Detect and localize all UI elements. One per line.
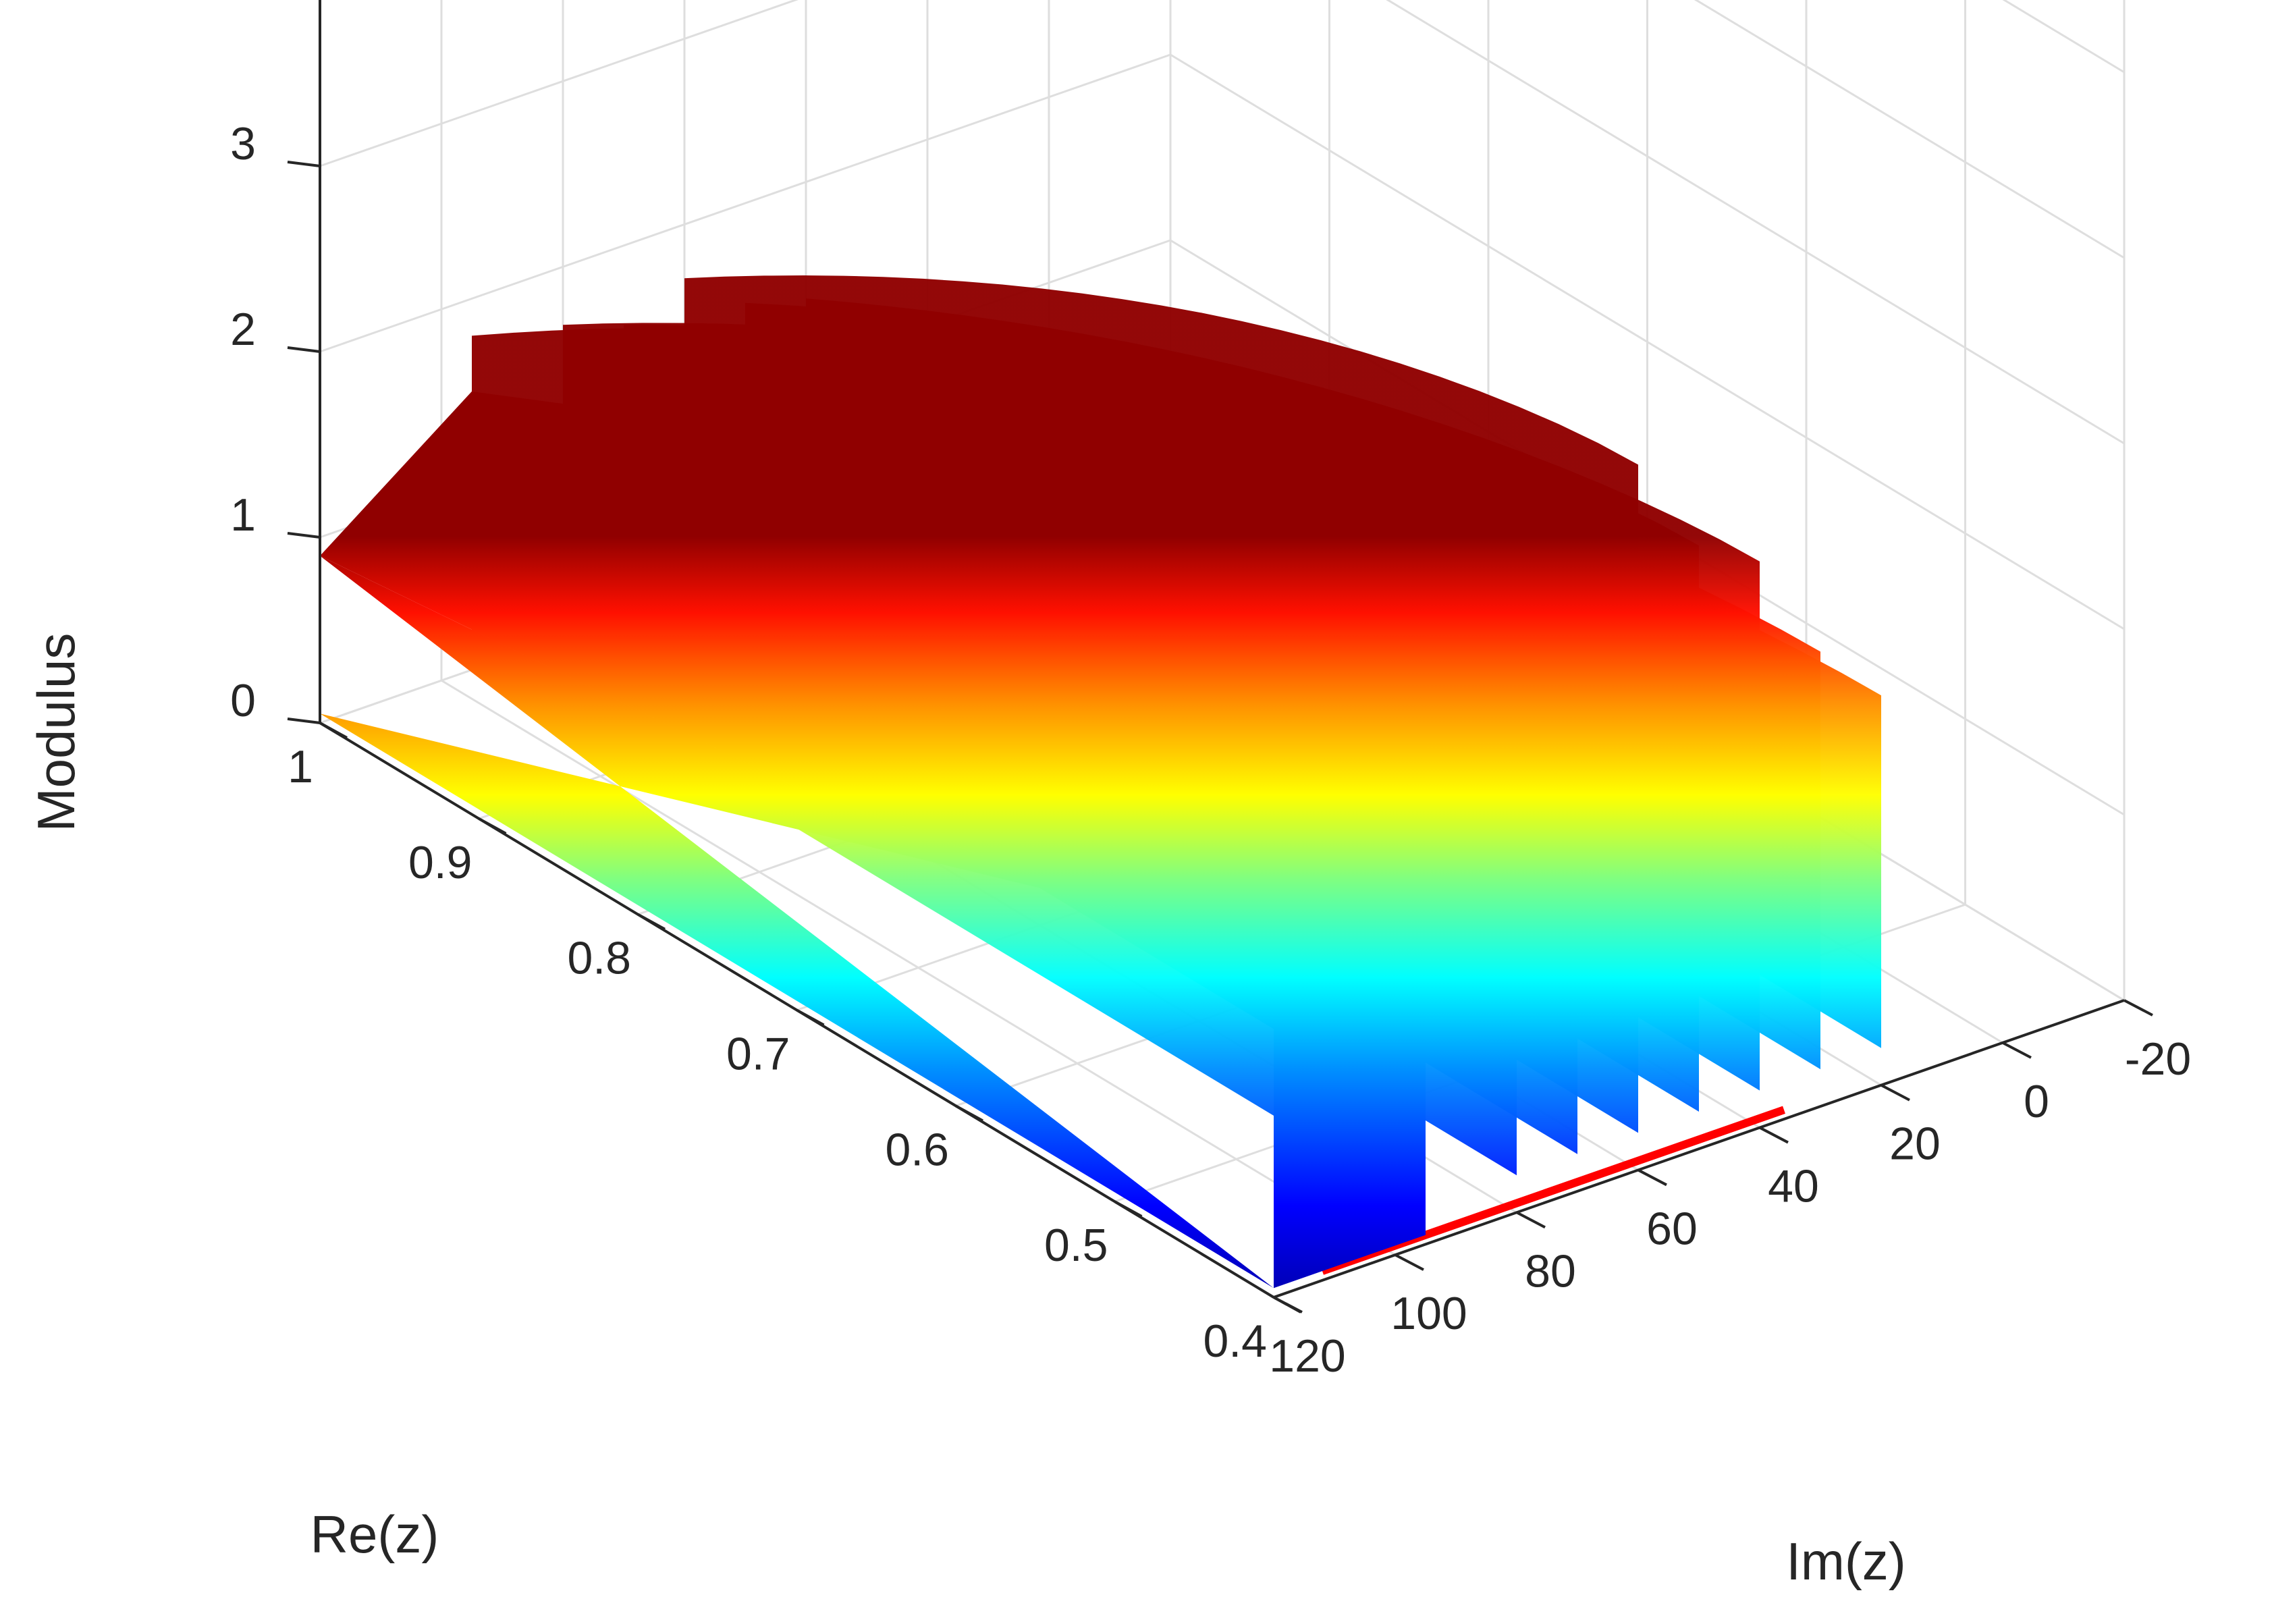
z-tick-label: 1	[230, 489, 256, 541]
z-tick-label: 0	[230, 675, 256, 726]
axes: 012345610.90.80.70.60.50.412010080604020…	[230, 0, 2191, 1382]
y-tick	[1273, 1296, 1303, 1314]
y-tick	[1638, 1168, 1667, 1187]
grid-line	[441, 679, 1396, 1256]
x-tick	[1114, 1200, 1143, 1218]
y-tick-label: 0	[2024, 1076, 2049, 1127]
x-tick-label: 0.5	[1044, 1220, 1108, 1271]
y-tick	[1759, 1126, 1789, 1144]
x-tick	[478, 817, 507, 835]
grid-line	[319, 53, 1171, 353]
z-tick	[287, 532, 321, 539]
x-tick-label: 0.7	[726, 1029, 790, 1080]
x-tick-label: 0.8	[567, 933, 631, 984]
y-tick-label: 20	[1889, 1118, 1941, 1170]
x-tick	[637, 913, 666, 931]
grid-line	[1386, 0, 2125, 445]
y-tick-label: 60	[1646, 1203, 1698, 1254]
y-tick-label: 120	[1269, 1330, 1345, 1382]
y-tick-label: 80	[1525, 1245, 1576, 1297]
surface-front	[320, 556, 1274, 1289]
surface-side	[1274, 502, 1426, 1289]
z-tick-label: 3	[230, 118, 256, 169]
surface	[320, 275, 1881, 1289]
x-tick	[796, 1008, 825, 1027]
y-tick-label: 100	[1390, 1288, 1467, 1339]
x-tick	[319, 722, 348, 739]
z-tick	[287, 346, 321, 353]
x-tick-label: 1	[288, 741, 313, 792]
z-tick-label: 2	[230, 304, 256, 355]
y-tick	[1516, 1211, 1546, 1229]
z-tick	[287, 718, 321, 724]
z-axis-label: Modulus	[26, 633, 86, 832]
y-tick	[2002, 1041, 2032, 1059]
x-tick	[955, 1104, 983, 1122]
x-tick-label: 0.4	[1203, 1316, 1267, 1367]
grid-line	[319, 0, 799, 167]
x-axis-label: Re(z)	[310, 1505, 439, 1564]
y-tick	[1881, 1083, 1910, 1102]
grid-line	[1694, 0, 2125, 259]
x-tick-label: 0.6	[885, 1124, 949, 1175]
x-tick-label: 0.9	[408, 837, 472, 888]
y-tick	[1395, 1253, 1424, 1271]
grid-line	[1170, 53, 2125, 630]
axis-line	[1273, 999, 2125, 1299]
z-tick	[287, 161, 321, 167]
y-tick	[2124, 999, 2153, 1017]
y-axis-label: Im(z)	[1786, 1532, 1906, 1591]
surface-top	[320, 391, 1426, 945]
y-tick-label: 40	[1768, 1161, 1819, 1212]
y-tick-label: -20	[2125, 1033, 2191, 1085]
